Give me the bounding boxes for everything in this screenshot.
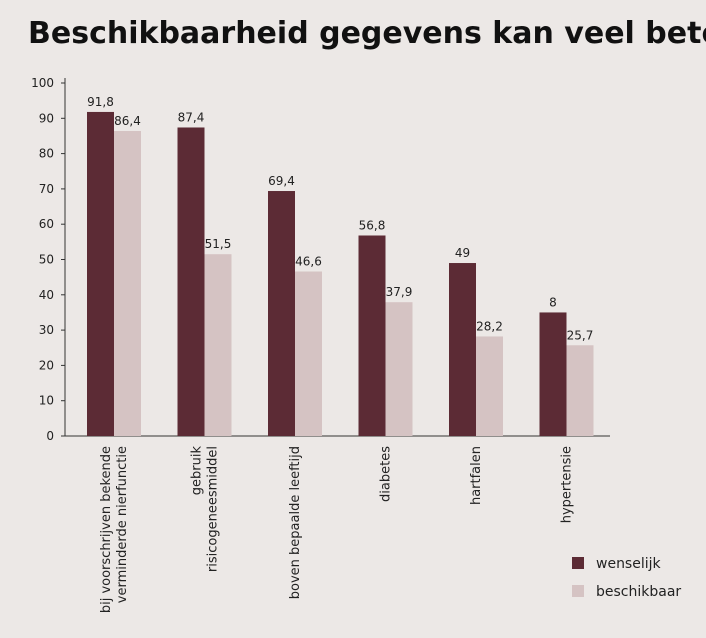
value-label: 46,6 xyxy=(295,255,322,269)
value-labels: 91,886,4 87,4 51,5 69,4 46,6 56,8 37,9 49 28,2 8 2… xyxy=(87,95,593,342)
y-tick-label: 80 xyxy=(39,147,54,161)
bar xyxy=(87,111,114,437)
bar xyxy=(204,254,232,436)
category-labels: bij voorschrijven bekende verminderde nie… xyxy=(99,446,575,614)
bar xyxy=(268,191,295,436)
axes: 0 10 20 30 40 50 60 70 80 90 100 xyxy=(31,76,610,443)
category-label: diabetes xyxy=(379,446,394,502)
bar xyxy=(385,302,413,436)
legend-label: beschikbaar xyxy=(596,584,681,600)
bar xyxy=(358,235,386,436)
y-tick-label: 10 xyxy=(39,394,54,408)
y-tick-label: 90 xyxy=(39,111,54,125)
value-label: 49 xyxy=(455,246,470,260)
bar xyxy=(476,336,503,436)
value-label: 37,9 xyxy=(386,285,413,299)
value-label: 51,5 xyxy=(205,237,232,251)
value-label: 87,4 xyxy=(178,110,205,124)
category-label: boven bepaalde leeftijd xyxy=(288,446,303,599)
y-tick-label: 50 xyxy=(39,253,54,267)
category-label: verminderde nierfunctie xyxy=(115,446,130,603)
bar xyxy=(177,127,205,436)
y-tick-label: 100 xyxy=(31,76,54,90)
bar xyxy=(449,263,476,436)
legend-swatch xyxy=(572,557,584,569)
y-tick-label: 60 xyxy=(39,217,54,231)
bar xyxy=(114,131,141,436)
y-tick-label: 40 xyxy=(39,288,54,302)
value-label: 91,8 xyxy=(87,95,114,109)
y-tick-label: 0 xyxy=(46,429,54,443)
category-label: gebruik xyxy=(190,446,205,496)
category-label: hartfalen xyxy=(469,446,484,505)
bar xyxy=(566,345,594,436)
category-label: bij voorschrijven bekende xyxy=(99,446,114,613)
value-label: 69,4 xyxy=(268,174,295,188)
bars xyxy=(87,111,594,437)
value-label: 25,7 xyxy=(567,328,594,342)
bar xyxy=(539,312,567,436)
y-tick-label: 70 xyxy=(39,182,54,196)
legend-swatch xyxy=(572,585,584,597)
value-label: 56,8 xyxy=(359,218,386,232)
chart-title: Beschikbaarheid gegevens kan veel beter xyxy=(28,16,706,51)
bar xyxy=(295,271,322,436)
y-tick-label: 30 xyxy=(39,323,54,337)
y-tick-label: 20 xyxy=(39,358,54,372)
value-label: 86,4 xyxy=(114,114,141,128)
category-label: risicogeneesmiddel xyxy=(206,446,221,572)
legend-label: wenselijk xyxy=(596,556,662,572)
category-label: hypertensie xyxy=(560,446,575,523)
value-label: 8 xyxy=(549,295,557,309)
legend: wenselijk beschikbaar xyxy=(572,556,681,600)
value-label: 28,2 xyxy=(476,319,503,333)
